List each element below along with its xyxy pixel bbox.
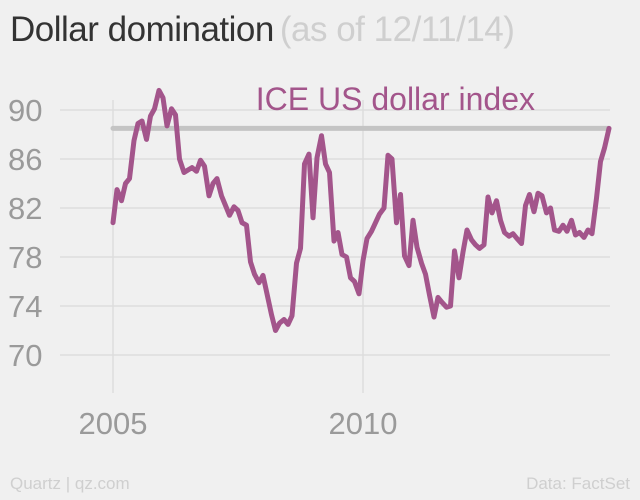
annotation-label: ICE US dollar index: [256, 81, 535, 117]
title-row: Dollar domination (as of 12/11/14): [10, 10, 515, 50]
chart-title: Dollar domination: [10, 10, 274, 49]
series-layer: [110, 87, 612, 333]
y-tick-label-90: 90: [8, 93, 42, 128]
annotation-layer: ICE US dollar index: [256, 81, 535, 117]
gridlines: [60, 100, 610, 393]
x-tick-label-2005: 2005: [79, 406, 148, 441]
y-tick-label-70: 70: [8, 338, 42, 373]
y-tick-label-86: 86: [8, 142, 42, 177]
x-tick-label-2010: 2010: [329, 406, 398, 441]
y-tick-label-78: 78: [8, 240, 42, 275]
chart-subtitle: (as of 12/11/14): [279, 10, 515, 49]
series-line-0: [110, 87, 612, 333]
y-tick-label-82: 82: [8, 191, 42, 226]
footer-credit: Quartz | qz.com: [10, 474, 130, 493]
y-tick-label-74: 74: [8, 289, 42, 324]
footer-source: Data: FactSet: [526, 474, 630, 493]
x-axis-ticks: 2005 2010: [79, 406, 398, 441]
y-axis-ticks: 70 74 78 82 86 90: [8, 93, 42, 373]
